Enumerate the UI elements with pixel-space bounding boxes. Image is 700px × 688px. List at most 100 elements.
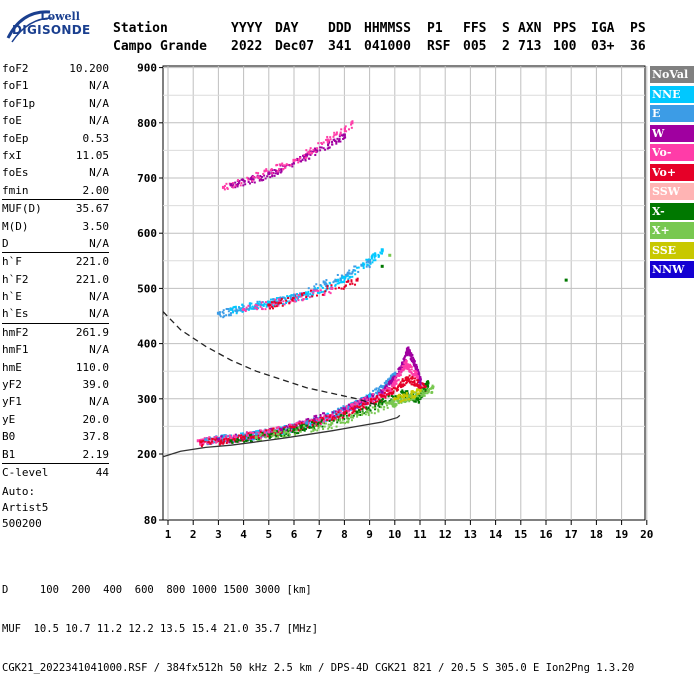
- echo-dot: [357, 413, 360, 416]
- data-point: [342, 133, 346, 137]
- echo-dot: [322, 428, 325, 431]
- echo-dot: [417, 385, 420, 388]
- echo-dot: [291, 430, 294, 433]
- echo-dot: [421, 389, 424, 392]
- echo-dot: [237, 438, 240, 441]
- echo-dot: [273, 168, 276, 171]
- echo-dot: [360, 263, 363, 266]
- echo-dot: [349, 406, 352, 409]
- echo-dot: [401, 395, 404, 398]
- echo-dot: [297, 294, 300, 297]
- echo-dot: [338, 416, 341, 419]
- echo-dot: [395, 389, 398, 392]
- echo-dot: [287, 297, 290, 300]
- echo-dot: [279, 433, 282, 436]
- echo-dot: [410, 368, 413, 371]
- echo-dot: [341, 411, 344, 414]
- echo-dot: [345, 414, 348, 417]
- echo-dot: [307, 150, 310, 153]
- echo-dot: [306, 297, 309, 300]
- echo-dot: [324, 281, 327, 284]
- auto-method: Artist5: [2, 501, 49, 514]
- echo-dot: [257, 429, 260, 432]
- echo-dot: [296, 296, 299, 299]
- echo-dot: [387, 395, 390, 398]
- echo-dot: [199, 439, 202, 442]
- echo-dot: [383, 391, 386, 394]
- echo-dot: [328, 415, 331, 418]
- echo-dot: [307, 417, 310, 420]
- echo-dot: [246, 176, 249, 179]
- echo-dot: [326, 285, 329, 288]
- echo-dot: [228, 434, 231, 437]
- echo-dot: [278, 297, 281, 300]
- auto-code: 500200: [2, 517, 42, 530]
- echo-dot: [333, 138, 336, 141]
- digisonde-logo-icon: [6, 10, 53, 43]
- header-label-5: P1: [427, 21, 443, 36]
- echo-dot: [323, 294, 326, 297]
- echo-dot: [301, 425, 304, 428]
- echo-dot: [400, 400, 403, 403]
- echo-dot: [300, 426, 303, 429]
- echo-dot: [291, 163, 294, 166]
- echo-dot: [399, 394, 402, 397]
- echo-dot: [338, 412, 341, 415]
- echo-dot: [280, 426, 283, 429]
- echo-dot: [397, 401, 400, 404]
- echo-dot: [345, 411, 348, 414]
- true-height-profile: [162, 414, 401, 458]
- echo-dot: [236, 440, 239, 443]
- echo-dot: [413, 362, 416, 365]
- echo-dot: [307, 419, 310, 422]
- echo-dot: [336, 419, 339, 422]
- data-point: [380, 394, 384, 398]
- echo-dot: [283, 431, 286, 434]
- echo-dot: [223, 315, 226, 318]
- data-point: [305, 153, 309, 157]
- echo-dot: [236, 435, 239, 438]
- echo-dot: [256, 300, 259, 303]
- echo-dot: [325, 285, 328, 288]
- echo-dot: [402, 383, 405, 386]
- echo-dot: [423, 383, 426, 386]
- echo-dot: [237, 436, 240, 439]
- param-row: foEp 0.53: [2, 130, 109, 147]
- echo-dot: [319, 149, 322, 152]
- echo-dot: [246, 435, 249, 438]
- echo-dot: [235, 312, 238, 315]
- echo-dot: [407, 380, 410, 383]
- data-point: [330, 286, 334, 290]
- echo-dot: [264, 432, 267, 435]
- echo-dot: [329, 136, 332, 139]
- echo-dot: [345, 275, 348, 278]
- echo-dot: [323, 425, 326, 428]
- data-point: [229, 307, 233, 311]
- param-row: h`E N/A: [2, 288, 109, 305]
- data-point: [242, 307, 246, 311]
- echo-dot: [202, 438, 205, 441]
- echo-dot: [398, 370, 401, 373]
- echo-dot: [378, 401, 381, 404]
- echo-dot: [287, 431, 290, 434]
- param-row: foF1p N/A: [2, 95, 109, 112]
- param-label: foF2: [2, 62, 29, 75]
- echo-dot: [345, 416, 348, 419]
- echo-dot: [383, 400, 386, 403]
- param-value: 10.200: [69, 62, 109, 75]
- echo-dot: [280, 170, 283, 173]
- echo-dot: [247, 180, 250, 183]
- virtual-height-profile: [162, 311, 375, 405]
- echo-dot: [414, 368, 417, 371]
- echo-dot: [338, 419, 341, 422]
- echo-dot: [225, 434, 228, 437]
- header-value-1: 2022: [231, 39, 263, 54]
- echo-dot: [386, 406, 389, 409]
- echo-dot: [285, 431, 288, 434]
- echo-dot: [265, 429, 268, 432]
- echo-dot: [327, 414, 330, 417]
- echo-dot: [329, 292, 332, 295]
- echo-dot: [268, 434, 271, 437]
- echo-dot: [348, 413, 351, 416]
- data-point: [388, 253, 392, 257]
